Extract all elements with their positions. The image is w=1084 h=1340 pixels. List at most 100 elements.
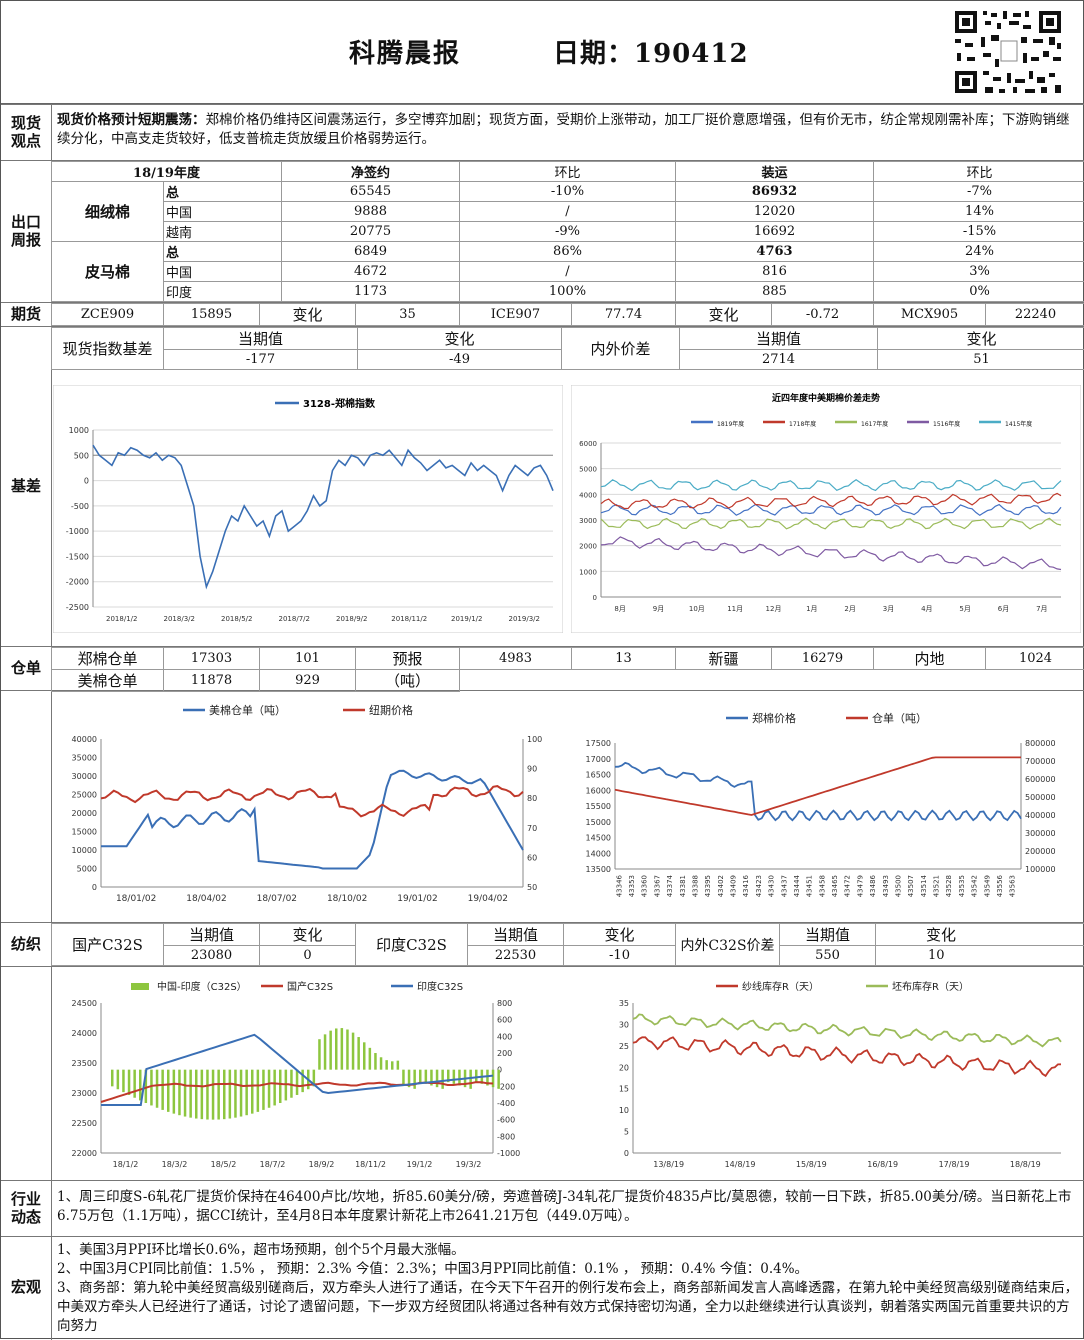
y-tick-label: 35000 — [72, 754, 97, 763]
x-tick-label: 43542 — [971, 875, 979, 897]
x-tick-label: 43388 — [691, 875, 699, 897]
table-cell: 1173 — [282, 282, 460, 302]
pima-label: 皮马棉 — [52, 242, 164, 302]
series-line — [615, 763, 1021, 820]
bar — [173, 1070, 176, 1114]
x-tick-label: 1月 — [806, 605, 817, 613]
bar — [223, 1070, 226, 1119]
table-row: 现货指数基差 当期值 变化 内外价差 当期值 变化 — [52, 328, 1084, 350]
y2-tick-label: -600 — [497, 1116, 515, 1125]
x-tick-label: 43451 — [806, 875, 814, 897]
y-tick-label: 0 — [624, 1149, 629, 1158]
bar — [279, 1070, 282, 1103]
spot-label: 现货 观点 — [1, 105, 51, 159]
table-cell: 22530 — [468, 946, 564, 966]
table-cell: -0.72 — [772, 304, 874, 326]
table-cell: 总 — [164, 182, 282, 202]
table-cell: 4672 — [282, 262, 460, 282]
legend-label: 美棉仓单（吨） — [209, 703, 286, 717]
y-tick-label: 13500 — [586, 865, 611, 874]
x-tick-label: 14/8/19 — [725, 1160, 756, 1169]
export-label: 出口 周报 — [1, 161, 51, 301]
x-tick-label: 43486 — [869, 874, 877, 897]
macro-label: 宏观 — [1, 1237, 51, 1337]
table-cell: 15895 — [164, 304, 260, 326]
x-tick-label: 43479 — [856, 875, 864, 897]
table-cell: 929 — [260, 670, 356, 692]
x-tick-label: 19/3/2 — [456, 1160, 482, 1169]
y-tick-label: 25000 — [72, 791, 97, 800]
y-tick-label: 3000 — [579, 517, 597, 525]
table-row: 中国 4672 / 816 3% — [52, 262, 1084, 282]
table-cell: / — [460, 202, 676, 222]
legend-label: 仓单（吨） — [872, 711, 927, 725]
macro-item: 2、中国3月CPI同比前值：1.5% ， 预期：2.3% 今值：2.3%；中国3… — [57, 1260, 1081, 1279]
y-tick-label: 1000 — [579, 568, 597, 576]
table-cell: 885 — [676, 282, 874, 302]
series-line — [101, 771, 523, 869]
bar — [441, 1070, 444, 1089]
bar — [111, 1070, 114, 1087]
table-cell: 变化 — [260, 924, 356, 946]
y-tick-label: 23000 — [72, 1089, 97, 1098]
bar — [436, 1070, 439, 1088]
y2-tick-label: -800 — [497, 1132, 515, 1141]
table-row: 皮马棉 总 6849 86% 4763 24% — [52, 242, 1084, 262]
bar — [128, 1070, 131, 1095]
x-tick-label: 3月 — [883, 605, 894, 613]
x-tick-label: 12月 — [766, 605, 782, 613]
y-tick-label: 5000 — [77, 865, 97, 874]
table-row: 越南 20775 -9% 16692 -15% — [52, 222, 1084, 242]
y-tick-label: -500 — [71, 502, 89, 511]
bar — [380, 1057, 383, 1069]
y-tick-label: 0 — [92, 883, 97, 892]
x-tick-label: 18/7/2 — [260, 1160, 286, 1169]
table-cell: 14% — [874, 202, 1084, 222]
spot-view-text: 郑棉价格仍维持区间震荡运行，多空博弈加剧；现货方面，受期价上涨带动，加工厂挺价意… — [57, 112, 1070, 147]
x-tick-label: 18/3/2 — [162, 1160, 188, 1169]
x-tick-label: 43472 — [844, 875, 852, 897]
warehouse-table: 郑棉仓单 17303 101 预报 4983 13 新疆 16279 内地 10… — [51, 647, 1084, 692]
basis-table: 现货指数基差 当期值 变化 内外价差 当期值 变化 -177 -49 2714 … — [51, 327, 1084, 370]
bar — [156, 1070, 159, 1108]
x-tick-label: 7月 — [1036, 605, 1047, 613]
x-tick-label: 2月 — [844, 605, 855, 613]
table-cell: 预报 — [356, 648, 460, 670]
y-tick-label: 23500 — [72, 1059, 97, 1068]
y2-tick-label: 100 — [527, 735, 542, 744]
bar — [391, 1061, 394, 1069]
table-cell: -9% — [460, 222, 676, 242]
table-cell: 中国 — [164, 202, 282, 222]
table-cell: 65545 — [282, 182, 460, 202]
table-cell: 郑棉仓单 — [52, 648, 164, 670]
table-cell: 总 — [164, 242, 282, 262]
bar — [161, 1070, 164, 1110]
industry-news: 1、周三印度S-6轧花厂提货价保持在46400卢比/坎地，折85.60美分/磅，… — [57, 1188, 1081, 1226]
legend-label: 纱线库存R（天） — [742, 980, 819, 993]
x-tick-label: 43563 — [1009, 875, 1017, 897]
bar — [178, 1070, 181, 1116]
table-cell: 13 — [572, 648, 676, 670]
table-cell: 10 — [876, 946, 1084, 966]
x-tick-label: 8月 — [614, 605, 625, 613]
table-cell: 当期值 — [164, 328, 358, 350]
x-tick-label: 19/01/02 — [397, 894, 437, 904]
bar — [458, 1070, 461, 1086]
legend-label: 1617年度 — [861, 420, 888, 428]
x-tick-label: 43528 — [945, 875, 953, 897]
x-tick-label: 15/8/19 — [796, 1160, 827, 1169]
table-cell: -177 — [164, 350, 358, 370]
bar — [240, 1070, 243, 1117]
table-cell: 变化 — [564, 924, 676, 946]
y-tick-label: 5 — [624, 1128, 629, 1137]
table-cell: 印度 — [164, 282, 282, 302]
y2-tick-label: 80 — [527, 794, 537, 803]
bar — [335, 1028, 338, 1069]
table-cell: 35 — [356, 304, 460, 326]
y-tick-label: 20000 — [72, 809, 97, 818]
table-cell: 0 — [260, 946, 356, 966]
x-tick-label: 9月 — [653, 605, 664, 613]
table-cell: 9888 — [282, 202, 460, 222]
bar — [133, 1070, 136, 1098]
